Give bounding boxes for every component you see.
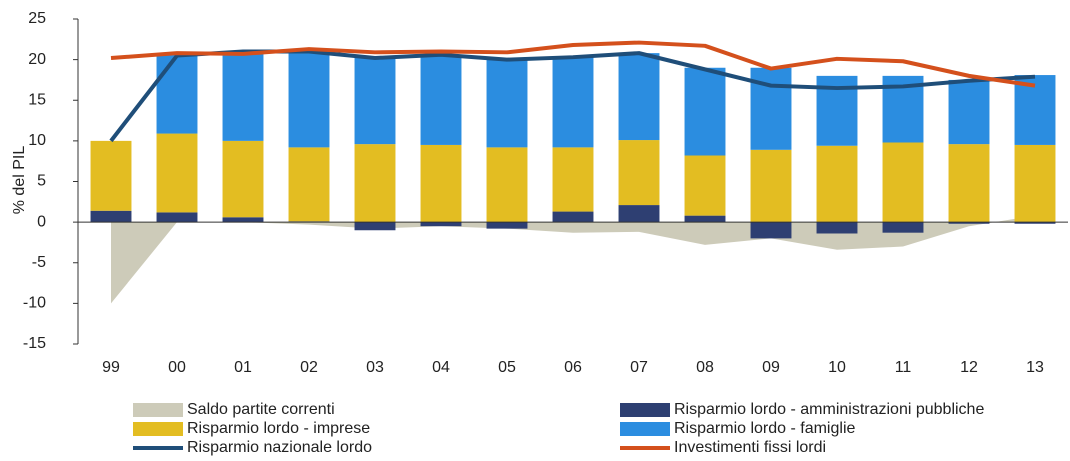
bar [420,222,462,227]
bar [90,140,132,211]
bar [90,210,132,223]
y-tick-label: 25 [28,10,46,27]
bar [816,222,858,234]
bar [156,53,198,134]
x-tick-label: 02 [300,359,318,376]
bar [750,149,792,223]
bar [354,144,396,223]
legend-label: Risparmio lordo - imprese [187,420,370,437]
bar [420,144,462,223]
legend-label: Investimenti fissi lordi [674,439,826,456]
bar [222,51,264,141]
y-tick-label: 5 [37,173,46,190]
bar [354,57,396,145]
y-tick-label: 15 [28,91,46,108]
legend-label: Risparmio lordo - famiglie [674,420,855,437]
bar [222,140,264,218]
bar [882,142,924,223]
bar [486,58,528,148]
x-tick-label: 10 [828,359,846,376]
x-tick-label: 01 [234,359,252,376]
bar [948,79,990,145]
y-axis-label: % del PIL [11,146,28,215]
x-tick-label: 99 [102,359,120,376]
bar [552,147,594,212]
bar [948,144,990,223]
legend-label: Risparmio nazionale lordo [187,439,372,456]
legend-label: Saldo partite correnti [187,401,335,418]
bar [618,140,660,206]
bar [684,67,726,156]
x-tick-label: 08 [696,359,714,376]
bar [156,133,198,213]
bar [156,212,198,223]
bar [816,145,858,223]
bar [222,217,264,223]
bar [618,205,660,223]
legend-swatch [620,422,670,436]
x-tick-label: 04 [432,359,450,376]
bar [354,222,396,231]
y-tick-label: -10 [23,295,46,312]
x-tick-label: 00 [168,359,186,376]
bar [618,53,660,141]
bar [684,215,726,223]
y-tick-label: 10 [28,132,46,149]
bar [750,222,792,239]
x-tick-label: 11 [895,359,912,376]
y-tick-label: -5 [32,254,46,271]
x-tick-label: 12 [960,359,978,376]
bar [552,211,594,223]
bar [684,155,726,216]
x-tick-label: 09 [762,359,780,376]
area [111,215,1035,304]
bar [1014,144,1056,223]
bar [420,54,462,145]
x-tick-label: 06 [564,359,582,376]
bar [1014,222,1056,224]
x-tick-label: 13 [1026,359,1044,376]
y-tick-label: 20 [28,51,46,68]
bar [948,222,990,224]
legend-swatch [620,403,670,417]
bar [486,147,528,223]
legend-label: Risparmio lordo - amministrazioni pubbli… [674,401,984,418]
legend-swatch [133,403,183,417]
bar [552,57,594,148]
bar [1014,75,1056,145]
bar [288,147,330,222]
y-tick-label: 0 [37,213,46,230]
x-tick-label: 07 [630,359,648,376]
legend-swatch [133,422,183,436]
x-tick-label: 05 [498,359,516,376]
line [110,40,1036,88]
x-tick-label: 03 [366,359,384,376]
bar [882,222,924,233]
bar [288,51,330,148]
bar [486,222,528,229]
y-tick-label: -15 [23,335,46,352]
